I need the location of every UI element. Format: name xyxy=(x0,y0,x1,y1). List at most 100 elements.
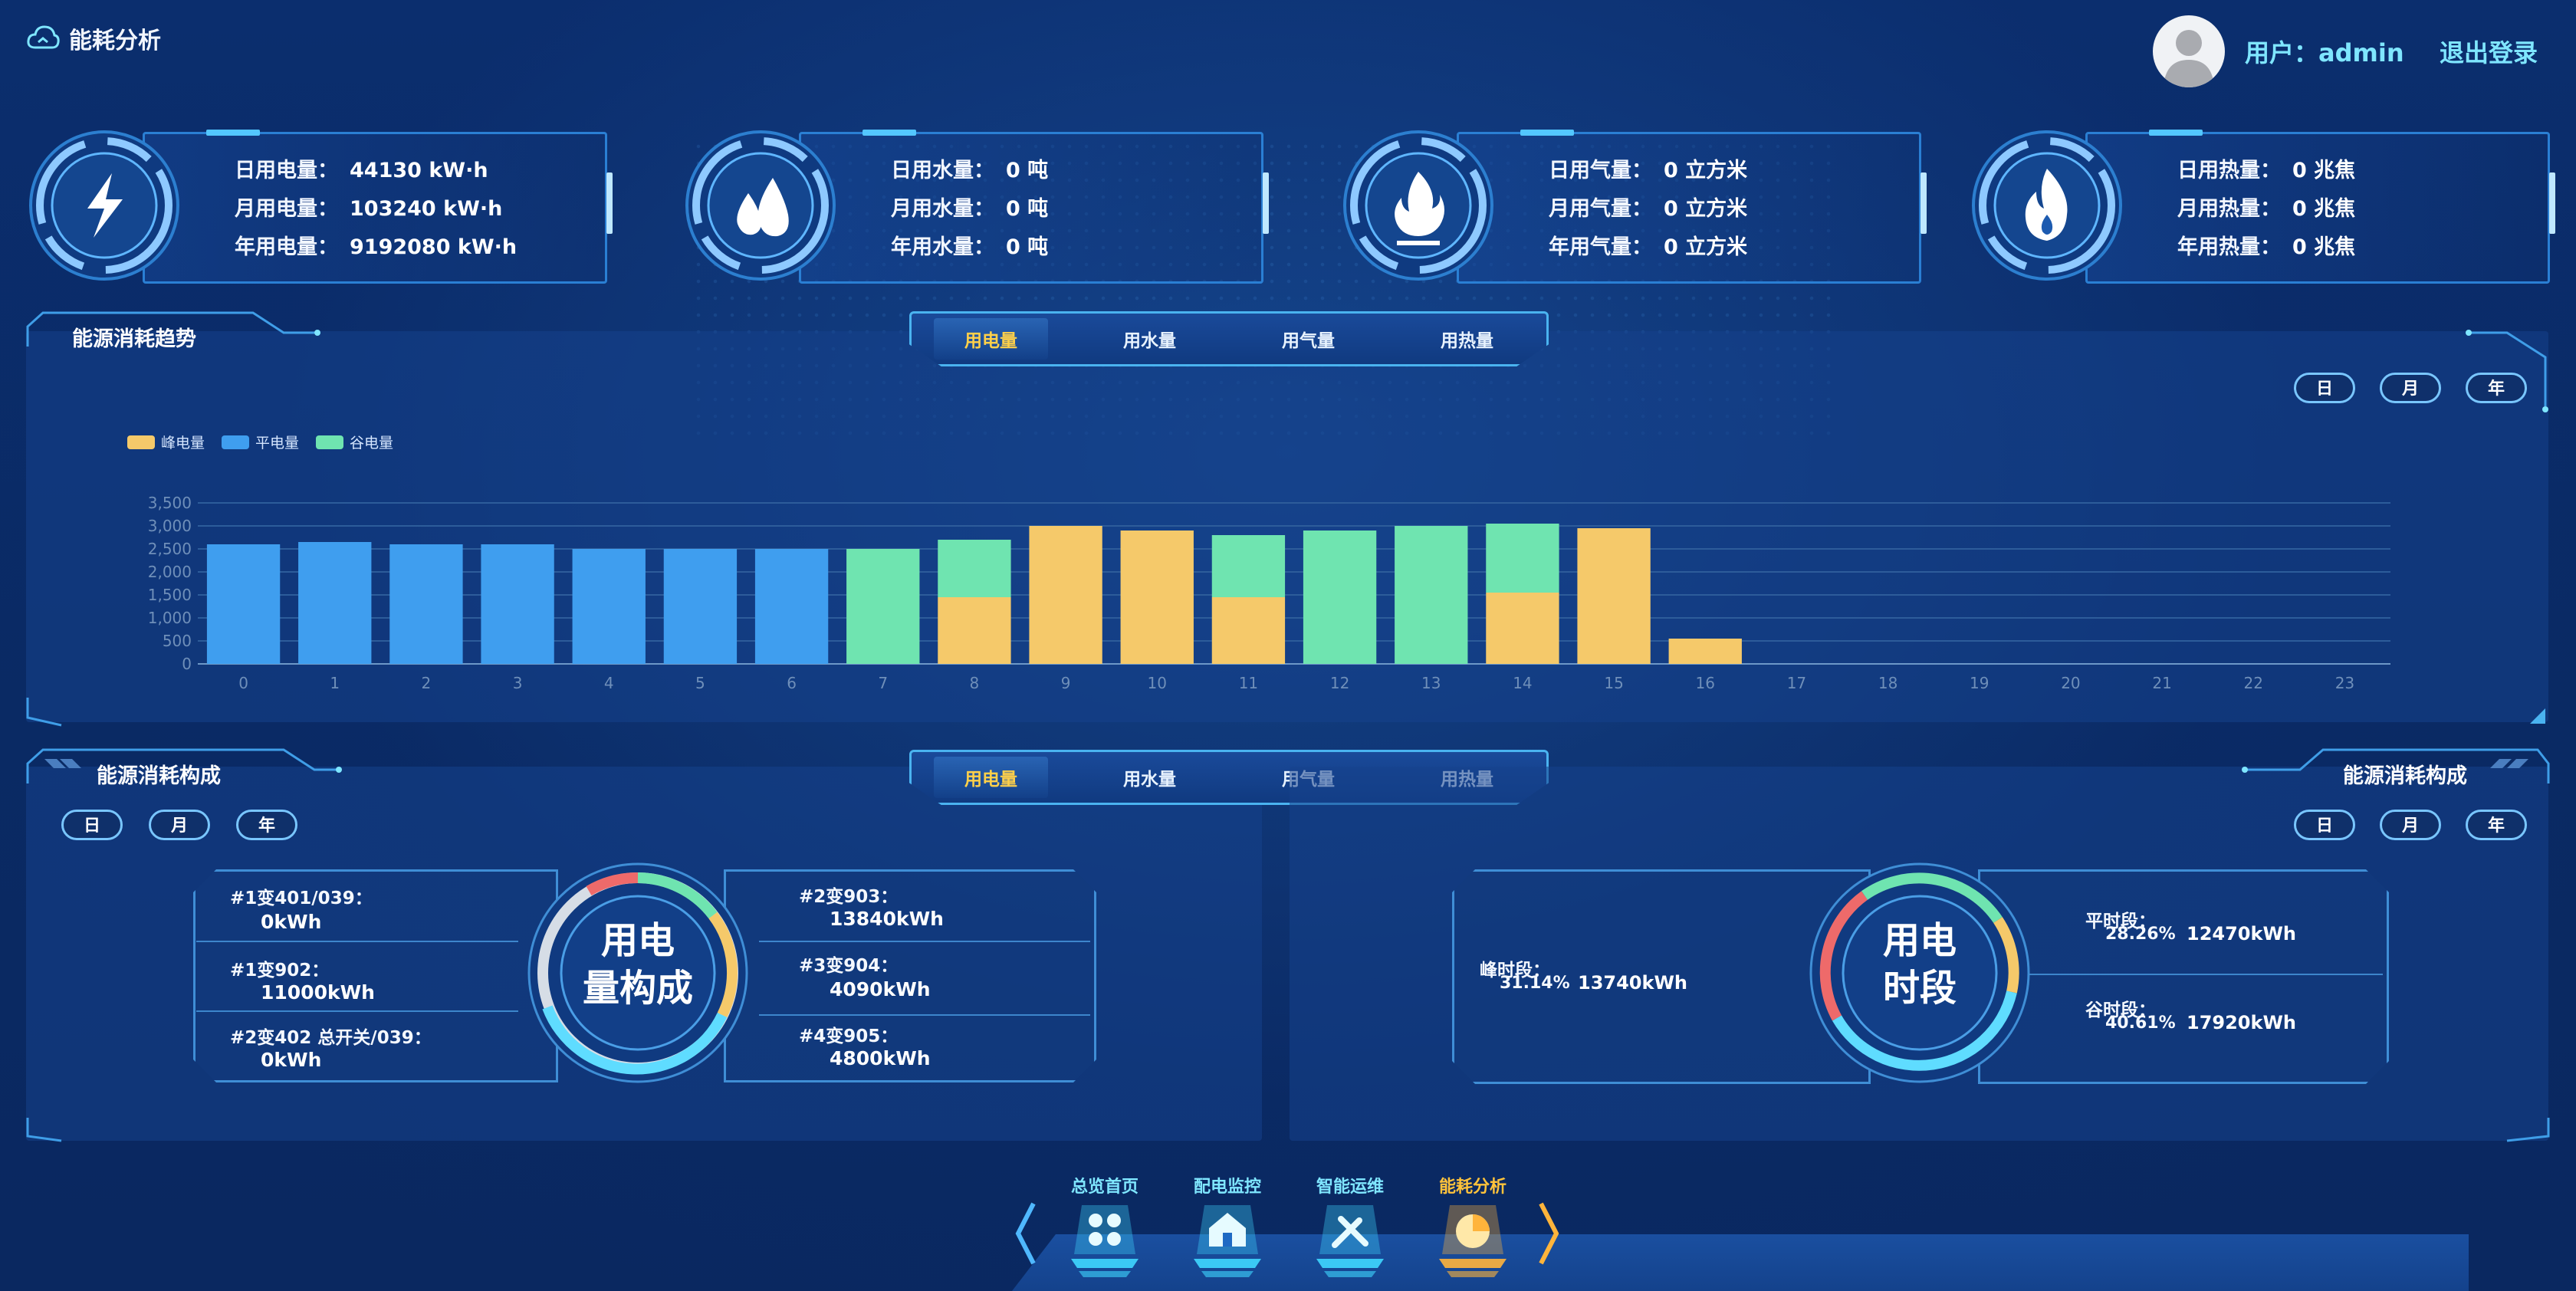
stat-card: 日用水量： 0 吨月用水量： 0 吨年用水量： 0 吨 xyxy=(684,129,1269,284)
bar-segment[interactable] xyxy=(1211,535,1286,597)
x-tick-label: 7 xyxy=(878,674,888,692)
valley-label: 谷时段： xyxy=(2085,1000,2156,1020)
x-tick-label: 23 xyxy=(2335,674,2354,692)
gas-flame-icon xyxy=(1343,130,1493,281)
nav-item[interactable]: 配电监控 xyxy=(1178,1173,1277,1280)
period-day-button[interactable]: 日 xyxy=(61,810,123,840)
bar-segment[interactable] xyxy=(1120,531,1194,664)
divider xyxy=(196,1010,518,1012)
bar-segment[interactable] xyxy=(1668,639,1742,664)
peak-value: 13740kWh xyxy=(1578,972,1688,994)
page-title: 能耗分析 xyxy=(69,28,161,54)
period-year-button[interactable]: 年 xyxy=(2466,810,2527,840)
avatar[interactable] xyxy=(2153,15,2225,87)
trend-panel-frame xyxy=(26,311,2548,727)
stat-row: 月用气量： 0 立方米 xyxy=(1549,190,1747,228)
bar-segment[interactable] xyxy=(938,597,1011,664)
item-value: 11000kWh xyxy=(261,981,375,1004)
legend-item[interactable]: 平电量 xyxy=(222,432,299,452)
period-day-button[interactable]: 日 xyxy=(2294,373,2355,403)
user-icon xyxy=(2164,30,2214,87)
username-label: 用户：admin xyxy=(2245,38,2404,67)
center-line: 时段 xyxy=(1882,967,1957,1010)
stat-row: 日用电量： 44130 kW·h xyxy=(235,152,517,190)
nav-item[interactable]: 能耗分析 xyxy=(1423,1173,1523,1280)
bar-segment[interactable] xyxy=(389,544,463,664)
bar-segment[interactable] xyxy=(1577,528,1651,664)
composition-panel-frame xyxy=(26,748,342,1142)
stat-label: 年用热量： xyxy=(2177,235,2281,259)
period-year-button[interactable]: 年 xyxy=(236,810,297,840)
bar-segment[interactable] xyxy=(754,549,829,664)
stat-row: 日用热量： 0 兆焦 xyxy=(2177,152,2355,190)
legend-item[interactable]: 谷电量 xyxy=(316,432,393,452)
stat-value: 0 兆焦 xyxy=(2292,197,2356,221)
nav-prev-icon[interactable] xyxy=(1010,1199,1041,1268)
bar-segment[interactable] xyxy=(1395,526,1468,664)
x-tick-label: 6 xyxy=(787,674,797,692)
x-tick-label: 18 xyxy=(1878,674,1898,692)
bar-segment[interactable] xyxy=(1211,597,1286,664)
stat-row: 月用水量： 0 吨 xyxy=(891,190,1048,228)
y-tick-label: 2,500 xyxy=(148,540,192,558)
composition-title: 能源消耗构成 xyxy=(97,764,221,788)
bar-segment[interactable] xyxy=(572,549,646,664)
logout-button[interactable]: 退出登录 xyxy=(2440,38,2538,67)
bar-segment[interactable] xyxy=(1486,524,1559,593)
period-month-button[interactable]: 月 xyxy=(2380,373,2441,403)
x-tick-label: 12 xyxy=(1330,674,1349,692)
bar-segment[interactable] xyxy=(1486,593,1559,664)
x-tick-label: 9 xyxy=(1061,674,1071,692)
item-label: #1变902： xyxy=(230,961,330,981)
cloud-icon xyxy=(27,25,60,49)
bar-segment[interactable] xyxy=(481,544,554,664)
item-value: 4090kWh xyxy=(830,978,931,1000)
bar-segment[interactable] xyxy=(938,540,1011,597)
peak-percent: 31.14% xyxy=(1500,974,1570,993)
stat-label: 月用热量： xyxy=(2177,197,2281,221)
item-label: #1变401/039： xyxy=(230,889,373,908)
bar-segment[interactable] xyxy=(846,549,920,664)
x-tick-label: 19 xyxy=(1970,674,1989,692)
period-month-button[interactable]: 月 xyxy=(2380,810,2441,840)
bar-segment[interactable] xyxy=(1303,531,1377,664)
stat-card-frame xyxy=(1457,130,1927,284)
period-year-button[interactable]: 年 xyxy=(2466,373,2527,403)
stat-card-frame xyxy=(2085,130,2555,284)
trend-title: 能源消耗趋势 xyxy=(72,327,196,351)
nav-next-icon[interactable] xyxy=(1533,1199,1564,1268)
nav-item[interactable]: 总览首页 xyxy=(1055,1173,1155,1280)
period-month-button[interactable]: 月 xyxy=(149,810,210,840)
stat-row: 月用热量： 0 兆焦 xyxy=(2177,190,2355,228)
flat-percent: 28.26% xyxy=(2105,925,2176,944)
tab-electricity[interactable]: 用电量 xyxy=(934,757,1048,798)
stat-label: 年用电量： xyxy=(235,235,338,259)
tab-water[interactable]: 用水量 xyxy=(1123,331,1176,351)
y-tick-label: 1,500 xyxy=(148,586,192,604)
tab-electricity[interactable]: 用电量 xyxy=(934,318,1048,360)
legend-item[interactable]: 峰电量 xyxy=(127,432,205,452)
stat-value: 0 兆焦 xyxy=(2292,235,2356,259)
stat-value: 9192080 kW·h xyxy=(350,235,518,259)
period-day-button[interactable]: 日 xyxy=(2294,810,2355,840)
tab-heat[interactable]: 用热量 xyxy=(1441,331,1493,351)
bar-segment[interactable] xyxy=(1029,526,1102,664)
nav-item[interactable]: 智能运维 xyxy=(1300,1173,1400,1280)
center-line: 用电 xyxy=(1882,919,1957,962)
tab-water[interactable]: 用水量 xyxy=(1123,770,1176,790)
bar-segment[interactable] xyxy=(298,542,372,664)
lightning-icon xyxy=(29,130,179,281)
x-tick-label: 14 xyxy=(1513,674,1532,692)
x-tick-label: 11 xyxy=(1239,674,1258,692)
valley-value: 17920kWh xyxy=(2187,1012,2297,1033)
item-value: 13840kWh xyxy=(830,908,944,930)
app-logo: 能耗分析 xyxy=(26,21,161,55)
composition-center-label: 用电 量构成 xyxy=(569,917,707,1012)
tab-gas[interactable]: 用气量 xyxy=(1282,331,1335,351)
bar-segment[interactable] xyxy=(663,549,738,664)
bar-segment[interactable] xyxy=(206,544,281,664)
item-value: 0kWh xyxy=(261,911,322,933)
stat-value: 0 立方米 xyxy=(1664,235,1748,259)
x-tick-label: 15 xyxy=(1604,674,1623,692)
